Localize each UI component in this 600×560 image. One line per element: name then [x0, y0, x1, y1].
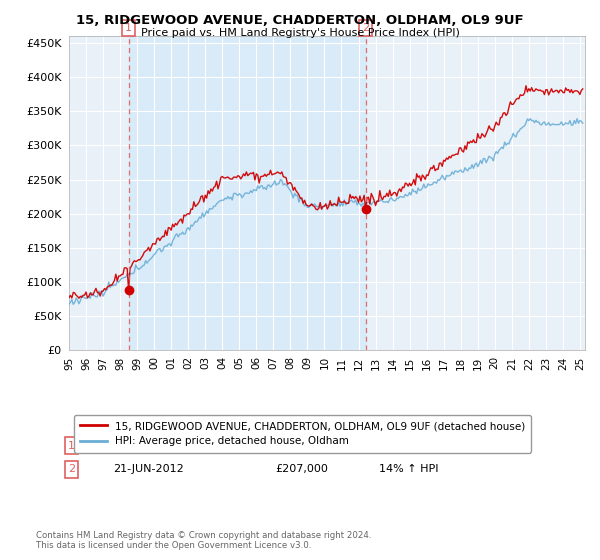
Text: 1: 1 — [68, 441, 75, 451]
Text: 2: 2 — [362, 24, 369, 33]
Text: 21-JUN-2012: 21-JUN-2012 — [113, 464, 184, 474]
Text: £87,500: £87,500 — [275, 441, 321, 451]
Text: 15, RIDGEWOOD AVENUE, CHADDERTON, OLDHAM, OL9 9UF: 15, RIDGEWOOD AVENUE, CHADDERTON, OLDHAM… — [76, 14, 524, 27]
Text: Price paid vs. HM Land Registry's House Price Index (HPI): Price paid vs. HM Land Registry's House … — [140, 28, 460, 38]
Bar — [128, 36, 365, 350]
Text: £207,000: £207,000 — [275, 464, 328, 474]
Text: 1: 1 — [125, 24, 132, 33]
Text: 14% ↑ HPI: 14% ↑ HPI — [379, 464, 438, 474]
Legend: 15, RIDGEWOOD AVENUE, CHADDERTON, OLDHAM, OL9 9UF (detached house), HPI: Average: 15, RIDGEWOOD AVENUE, CHADDERTON, OLDHAM… — [74, 415, 532, 452]
Text: 2: 2 — [68, 464, 75, 474]
Text: 15% ↑ HPI: 15% ↑ HPI — [379, 441, 438, 451]
Text: 01-JUL-1998: 01-JUL-1998 — [113, 441, 181, 451]
Text: Contains HM Land Registry data © Crown copyright and database right 2024.
This d: Contains HM Land Registry data © Crown c… — [36, 530, 371, 550]
